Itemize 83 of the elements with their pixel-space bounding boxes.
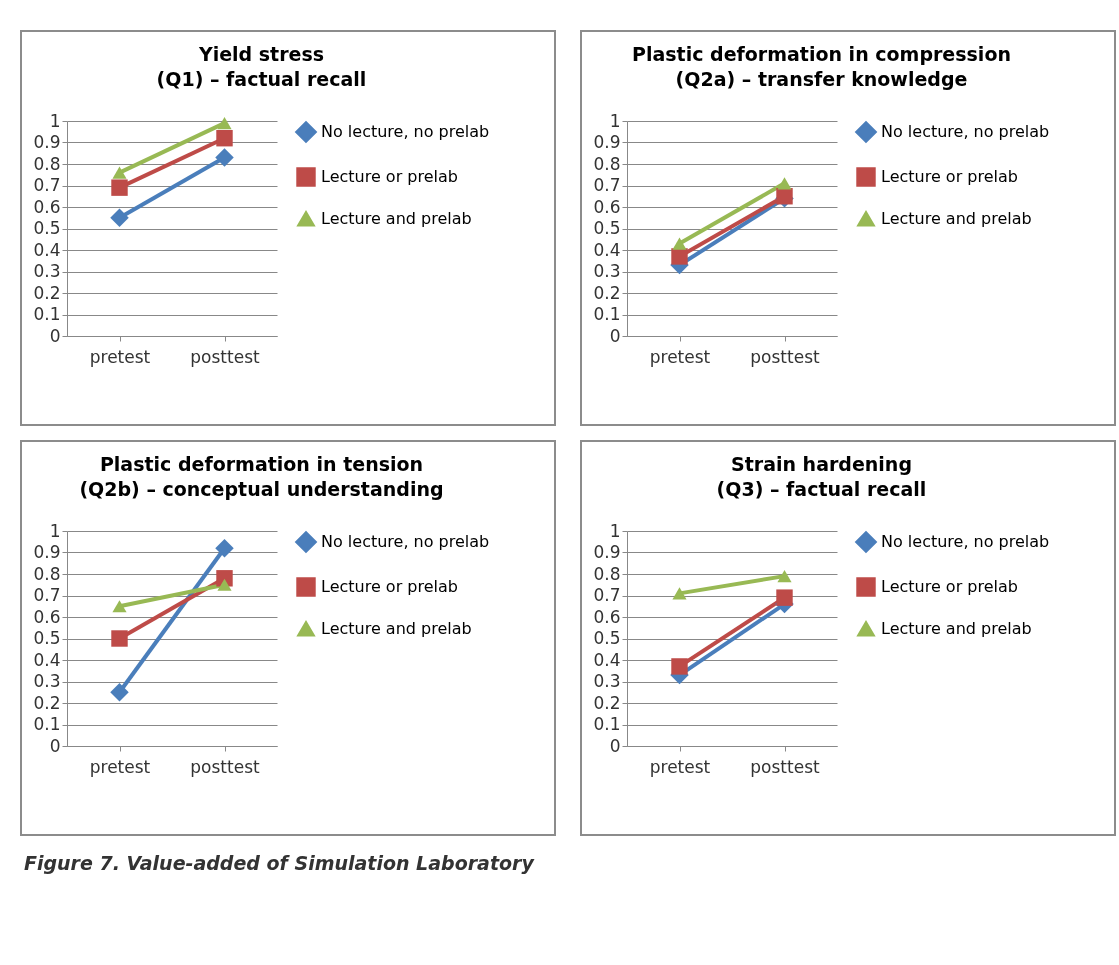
y-tick-label: 0.9 (593, 542, 621, 562)
y-tick-label: 0.2 (33, 282, 61, 303)
y-tick-label: 0.7 (33, 585, 61, 605)
x-tick-label: pretest (89, 756, 151, 777)
y-tick-label: 0.7 (33, 175, 61, 195)
y-tick-label: 0.5 (593, 628, 621, 648)
y-tick-label: 0.3 (33, 671, 61, 691)
y-tick-label: 0.1 (593, 304, 621, 324)
y-tick-label: 1 (609, 110, 621, 131)
y-tick-label: 0.4 (593, 239, 621, 260)
point (776, 589, 793, 606)
point (216, 129, 233, 147)
y-tick-label: 0.1 (593, 714, 621, 734)
legend-label: Lecture or prelab (321, 167, 458, 186)
legend-label: No lecture, no prelab (881, 532, 1050, 551)
x-tick-label: posttest (190, 346, 261, 367)
y-tick-label: 0.1 (33, 714, 61, 734)
y-tick-label: 0.6 (593, 196, 621, 217)
legend-label: Lecture and prelab (321, 209, 472, 228)
point (111, 630, 128, 647)
point (111, 179, 128, 196)
y-tick-label: 0.9 (33, 132, 61, 152)
y-tick-label: 0.2 (593, 692, 621, 713)
point (671, 248, 688, 265)
y-tick-label: 0.2 (593, 282, 621, 303)
x-tick-label: pretest (649, 756, 711, 777)
y-tick-label: 0.4 (33, 649, 61, 670)
legend-label: Lecture and prelab (881, 209, 1032, 228)
y-tick-label: 0 (609, 325, 621, 346)
point (215, 538, 234, 558)
point (215, 148, 234, 167)
y-tick-label: 0 (49, 735, 61, 756)
y-tick-label: 0.2 (33, 692, 61, 713)
legend-label: Lecture or prelab (321, 577, 458, 596)
chart-subtitle: (Q2a) – transfer knowledge (675, 68, 968, 90)
chart-subtitle: (Q3) – factual recall (716, 478, 927, 500)
y-tick-label: 0.8 (33, 563, 61, 584)
y-tick-label: 0.1 (33, 304, 61, 324)
chart-title: Plastic deformation in tension (99, 453, 424, 475)
y-tick-label: 0.3 (593, 671, 621, 691)
legend-label: No lecture, no prelab (321, 532, 490, 551)
y-tick-label: 0.6 (33, 196, 61, 217)
chart-title: Strain hardening (730, 453, 912, 475)
legend-label: No lecture, no prelab (321, 122, 490, 141)
y-tick-label: 0.5 (33, 628, 61, 648)
chart-subtitle: (Q1) – factual recall (156, 68, 367, 90)
x-tick-label: posttest (750, 756, 821, 777)
y-tick-label: 0 (609, 735, 621, 756)
y-tick-label: 0.9 (593, 132, 621, 152)
legend-label: No lecture, no prelab (881, 122, 1050, 141)
y-tick-label: 0.6 (593, 606, 621, 627)
y-tick-label: 0 (49, 325, 61, 346)
y-tick-label: 0.6 (33, 606, 61, 627)
chart-subtitle: (Q2b) – conceptual understanding (79, 478, 444, 500)
y-tick-label: 1 (49, 110, 61, 131)
y-tick-label: 0.4 (33, 239, 61, 260)
y-tick-label: 0.7 (593, 175, 621, 195)
x-tick-label: pretest (89, 346, 151, 367)
legend-label: Lecture and prelab (321, 619, 472, 638)
y-tick-label: 0.3 (33, 261, 61, 281)
y-tick-label: 0.4 (593, 649, 621, 670)
y-tick-label: 0.8 (593, 563, 621, 584)
y-tick-label: 0.5 (33, 218, 61, 238)
y-tick-label: 0.8 (33, 153, 61, 174)
x-tick-label: posttest (750, 346, 821, 367)
y-tick-label: 0.9 (33, 542, 61, 562)
y-tick-label: 0.8 (593, 153, 621, 174)
x-tick-label: posttest (190, 756, 261, 777)
point (671, 658, 688, 675)
y-tick-label: 1 (49, 520, 61, 541)
y-tick-label: 1 (609, 520, 621, 541)
chart-title: Yield stress (197, 43, 325, 65)
legend-label: Lecture or prelab (881, 577, 1018, 596)
y-tick-label: 0.7 (593, 585, 621, 605)
legend-label: Lecture or prelab (881, 167, 1018, 186)
caption: Figure 7. Value-added of Simulation Laboratory (23, 851, 536, 874)
point (110, 683, 129, 702)
chart-title: Plastic deformation in compression (632, 43, 1011, 65)
point (110, 208, 129, 227)
y-tick-label: 0.5 (593, 218, 621, 238)
x-tick-label: pretest (649, 346, 711, 367)
y-tick-label: 0.3 (593, 261, 621, 281)
legend-label: Lecture and prelab (881, 619, 1032, 638)
